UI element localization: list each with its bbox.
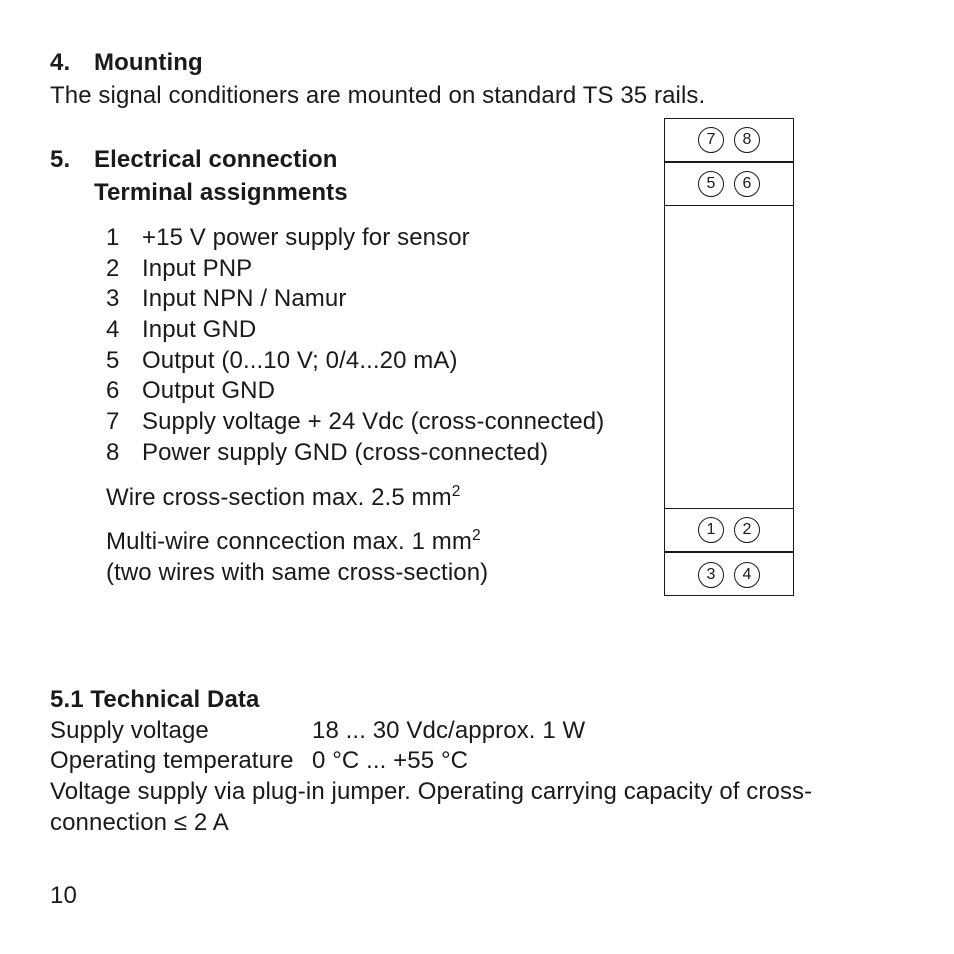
terminal-text: Output GND [142, 376, 275, 407]
terminal-circle: 4 [734, 562, 760, 588]
terminal-circle: 3 [698, 562, 724, 588]
terminal-circle: 2 [734, 517, 760, 543]
terminal-text: Output (0...10 V; 0/4...20 mA) [142, 346, 458, 377]
section-5-subtitle: Terminal assignments [94, 178, 348, 209]
spec-value: 18 ... 30 Vdc/approx. 1 W [312, 716, 585, 747]
diagram-row-bottom-1: 1 2 [664, 508, 794, 552]
page-number: 10 [50, 881, 77, 912]
spec-label: Supply voltage [50, 716, 312, 747]
terminal-num: 8 [106, 438, 142, 469]
diagram-row-bottom-2: 3 4 [664, 552, 794, 596]
terminal-num: 6 [106, 376, 142, 407]
terminal-circle: 5 [698, 171, 724, 197]
section-4-body: The signal conditioners are mounted on s… [50, 81, 904, 112]
section-4-heading: 4. Mounting [50, 48, 904, 79]
terminal-text: Input PNP [142, 254, 252, 285]
terminal-text: +15 V power supply for sensor [142, 223, 470, 254]
section-5-number: 5. [50, 145, 94, 176]
spec-tail: Voltage supply via plug-in jumper. Opera… [50, 777, 904, 838]
terminal-num: 7 [106, 407, 142, 438]
section-4-title: Mounting [94, 48, 203, 79]
terminal-circle: 6 [734, 171, 760, 197]
diagram-row-top-1: 7 8 [664, 118, 794, 162]
section-5-1: 5.1 Technical Data Supply voltage 18 ...… [50, 685, 904, 839]
terminal-num: 3 [106, 284, 142, 315]
terminal-circle: 1 [698, 517, 724, 543]
terminal-text: Power supply GND (cross-connected) [142, 438, 548, 469]
wire-note-text: Wire cross-section max. 2.5 mm [106, 484, 452, 511]
multiwire-sup: 2 [472, 527, 481, 544]
wire-note-sup: 2 [452, 483, 461, 500]
terminal-num: 5 [106, 346, 142, 377]
terminal-num: 1 [106, 223, 142, 254]
diagram-row-top-2: 5 6 [664, 162, 794, 206]
multiwire-text: Multi-wire conncection max. 1 mm [106, 528, 472, 555]
multiwire-text2: (two wires with same cross-section) [106, 559, 488, 586]
spec-row: Operating temperature 0 °C ... +55 °C [50, 746, 904, 777]
terminal-num: 4 [106, 315, 142, 346]
spec-label: Operating temperature [50, 746, 312, 777]
terminal-diagram: 7 8 5 6 1 2 3 4 [664, 118, 794, 596]
terminal-text: Input NPN / Namur [142, 284, 346, 315]
terminal-circle: 7 [698, 127, 724, 153]
terminal-text: Supply voltage + 24 Vdc (cross-connected… [142, 407, 604, 438]
section-5-1-heading: 5.1 Technical Data [50, 685, 904, 716]
spec-value: 0 °C ... +55 °C [312, 746, 468, 777]
terminal-text: Input GND [142, 315, 256, 346]
terminal-num: 2 [106, 254, 142, 285]
spec-row: Supply voltage 18 ... 30 Vdc/approx. 1 W [50, 716, 904, 747]
terminal-circle: 8 [734, 127, 760, 153]
section-5-title: Electrical connection [94, 145, 338, 176]
section-4-number: 4. [50, 48, 94, 79]
